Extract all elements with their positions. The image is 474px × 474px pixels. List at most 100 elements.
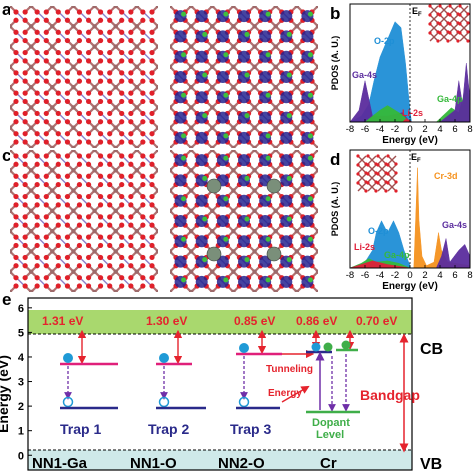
o-atom: [64, 110, 71, 117]
xtick-label: 8: [467, 124, 472, 135]
xtick-label: -2: [391, 124, 399, 135]
charge-density-lobe: [195, 50, 208, 63]
ga-o-bond: [24, 285, 33, 292]
charge-density-green: [223, 155, 229, 161]
ga-atom: [170, 64, 173, 70]
o-atom: [149, 234, 155, 240]
charge-density-green: [202, 257, 208, 263]
ga-atom: [134, 105, 140, 110]
o-atom: [76, 9, 83, 15]
o-atom: [34, 29, 40, 35]
ga-o-bond: [10, 224, 17, 233]
o-atom: [128, 17, 134, 23]
o-atom: [43, 173, 49, 179]
gap-label-nn1-ga: 1.31 eV: [42, 314, 83, 328]
ga-o-bond: [247, 150, 257, 157]
charge-density-green: [244, 257, 250, 263]
charge-density-lobe: [238, 91, 250, 104]
o-atom: [55, 37, 61, 44]
ga-atom: [294, 208, 300, 214]
o-atom: [149, 9, 155, 15]
ga-o-bond: [189, 6, 198, 13]
ga-atom: [10, 105, 13, 110]
ga-atom: [170, 168, 173, 173]
ga-o-bond: [311, 209, 318, 218]
pdos-d-xticks: -8 -6 -4 -2 0 2 4 6 8: [346, 265, 473, 281]
ga-atom: [28, 289, 34, 292]
o-atom: [107, 161, 113, 167]
o-atom: [140, 161, 146, 167]
o-atom: [128, 98, 134, 105]
ga-o-bond: [71, 285, 81, 292]
o-atom: [119, 9, 125, 15]
pdos-b-curves: [349, 21, 471, 123]
ga-o-bond: [311, 189, 318, 198]
ga-atom: [50, 150, 55, 153]
o-atom: [34, 193, 40, 200]
ga-atom: [50, 168, 55, 173]
ytick-label: 1: [18, 426, 24, 438]
ga-o-bond: [151, 19, 158, 28]
o-atom: [64, 78, 71, 84]
ga-o-bond: [205, 141, 214, 148]
o-atom: [13, 153, 19, 159]
ga-atom: [252, 168, 257, 173]
ga-o-bond: [231, 285, 241, 292]
ga-atom: [28, 228, 34, 234]
ga-o-bond: [29, 285, 38, 292]
ga-o-bond: [10, 65, 17, 74]
charge-density-green: [223, 133, 229, 139]
o-atom: [64, 119, 71, 125]
o-atom: [107, 37, 113, 44]
ga-atom: [50, 6, 55, 9]
o-atom: [43, 9, 49, 15]
ga-atom: [134, 168, 140, 173]
xtick-label: -6: [361, 270, 369, 281]
ga-atom: [210, 44, 215, 49]
charge-density-green: [181, 11, 187, 17]
ga-atom: [273, 269, 278, 274]
ga-atom: [10, 249, 13, 254]
ga-o-bond: [130, 6, 139, 13]
o-atom: [97, 242, 104, 249]
o-atom: [55, 119, 61, 125]
o-atom: [140, 119, 146, 125]
o-atom: [55, 263, 61, 269]
o-atom: [97, 29, 104, 35]
o-atom: [22, 49, 28, 56]
ga-atom: [28, 188, 34, 193]
o-atom: [149, 275, 155, 281]
ga-o-bond: [87, 285, 97, 292]
label-ga4s-b: Ga-4s: [352, 70, 377, 80]
o-atom: [149, 222, 155, 228]
charge-density-green: [223, 92, 229, 98]
ga-o-bond: [151, 39, 158, 49]
ga-atom: [113, 150, 118, 153]
ga-atom: [92, 24, 97, 29]
ga-atom: [188, 64, 194, 70]
o-atom: [149, 214, 155, 220]
xtick-label: -8: [346, 270, 354, 281]
ga-o-bond: [170, 65, 177, 74]
ga-atom: [155, 24, 158, 29]
ga-o-bond: [311, 141, 318, 148]
panel-label-e: e: [2, 290, 12, 309]
ga-o-bond: [10, 209, 17, 218]
ga-o-bond: [311, 19, 318, 28]
ga-o-bond: [93, 6, 102, 13]
o-atom: [55, 181, 61, 188]
ga-o-bond: [29, 6, 38, 13]
o-atom: [64, 153, 71, 159]
ga-atom: [10, 150, 13, 153]
o-atom: [149, 283, 155, 289]
charge-density-lobe: [216, 255, 229, 268]
ga-atom: [134, 6, 140, 9]
o-atom: [22, 202, 28, 208]
o-atom: [149, 193, 155, 200]
o-atom: [97, 181, 104, 188]
o-atom: [97, 110, 104, 117]
category-cr: Cr: [320, 455, 337, 472]
o-atom: [128, 161, 134, 167]
ga-o-bond: [170, 105, 177, 115]
o-atom: [85, 29, 92, 35]
